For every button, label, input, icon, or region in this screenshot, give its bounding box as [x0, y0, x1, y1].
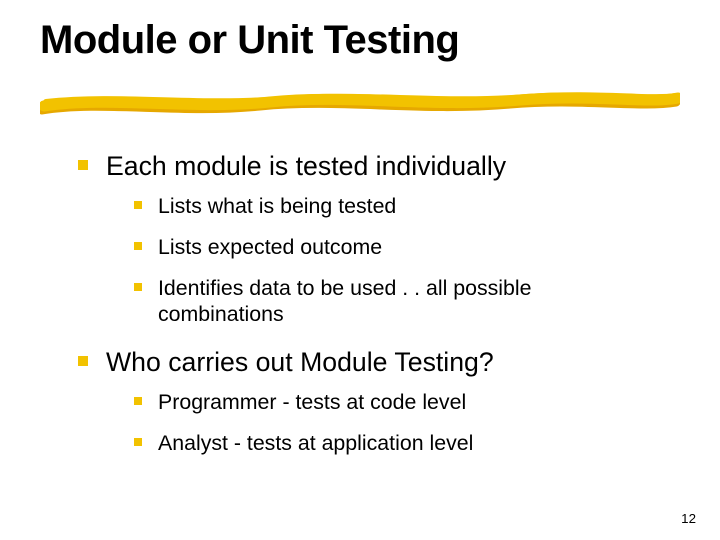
list-item: Each module is tested individually Lists…	[78, 150, 660, 328]
underline-stroke-main	[44, 98, 678, 106]
list-item-text: Lists expected outcome	[158, 235, 382, 259]
slide-title: Module or Unit Testing	[40, 18, 459, 63]
list-item-text: Who carries out Module Testing?	[106, 347, 494, 377]
bullet-list-lvl2: Lists what is being tested Lists expecte…	[134, 193, 660, 328]
underline-stroke-shadow	[42, 102, 676, 110]
page-number: 12	[681, 511, 696, 526]
list-item: Who carries out Module Testing? Programm…	[78, 346, 660, 457]
bullet-list-lvl2: Programmer - tests at code level Analyst…	[134, 389, 660, 456]
bullet-list-lvl1: Each module is tested individually Lists…	[78, 150, 660, 457]
title-underline	[40, 90, 680, 118]
list-item-text: Analyst - tests at application level	[158, 431, 473, 455]
slide: Module or Unit Testing Each module is te…	[0, 0, 720, 540]
list-item: Identifies data to be used . . all possi…	[134, 275, 660, 328]
list-item-text: Lists what is being tested	[158, 194, 396, 218]
list-item: Lists expected outcome	[134, 234, 660, 261]
list-item: Programmer - tests at code level	[134, 389, 660, 416]
list-item-text: Identifies data to be used . . all possi…	[158, 276, 531, 327]
list-item-text: Programmer - tests at code level	[158, 390, 466, 414]
list-item: Lists what is being tested	[134, 193, 660, 220]
underline-stroke-top	[46, 95, 676, 102]
slide-body: Each module is tested individually Lists…	[78, 150, 660, 475]
list-item: Analyst - tests at application level	[134, 430, 660, 457]
list-item-text: Each module is tested individually	[106, 151, 506, 181]
